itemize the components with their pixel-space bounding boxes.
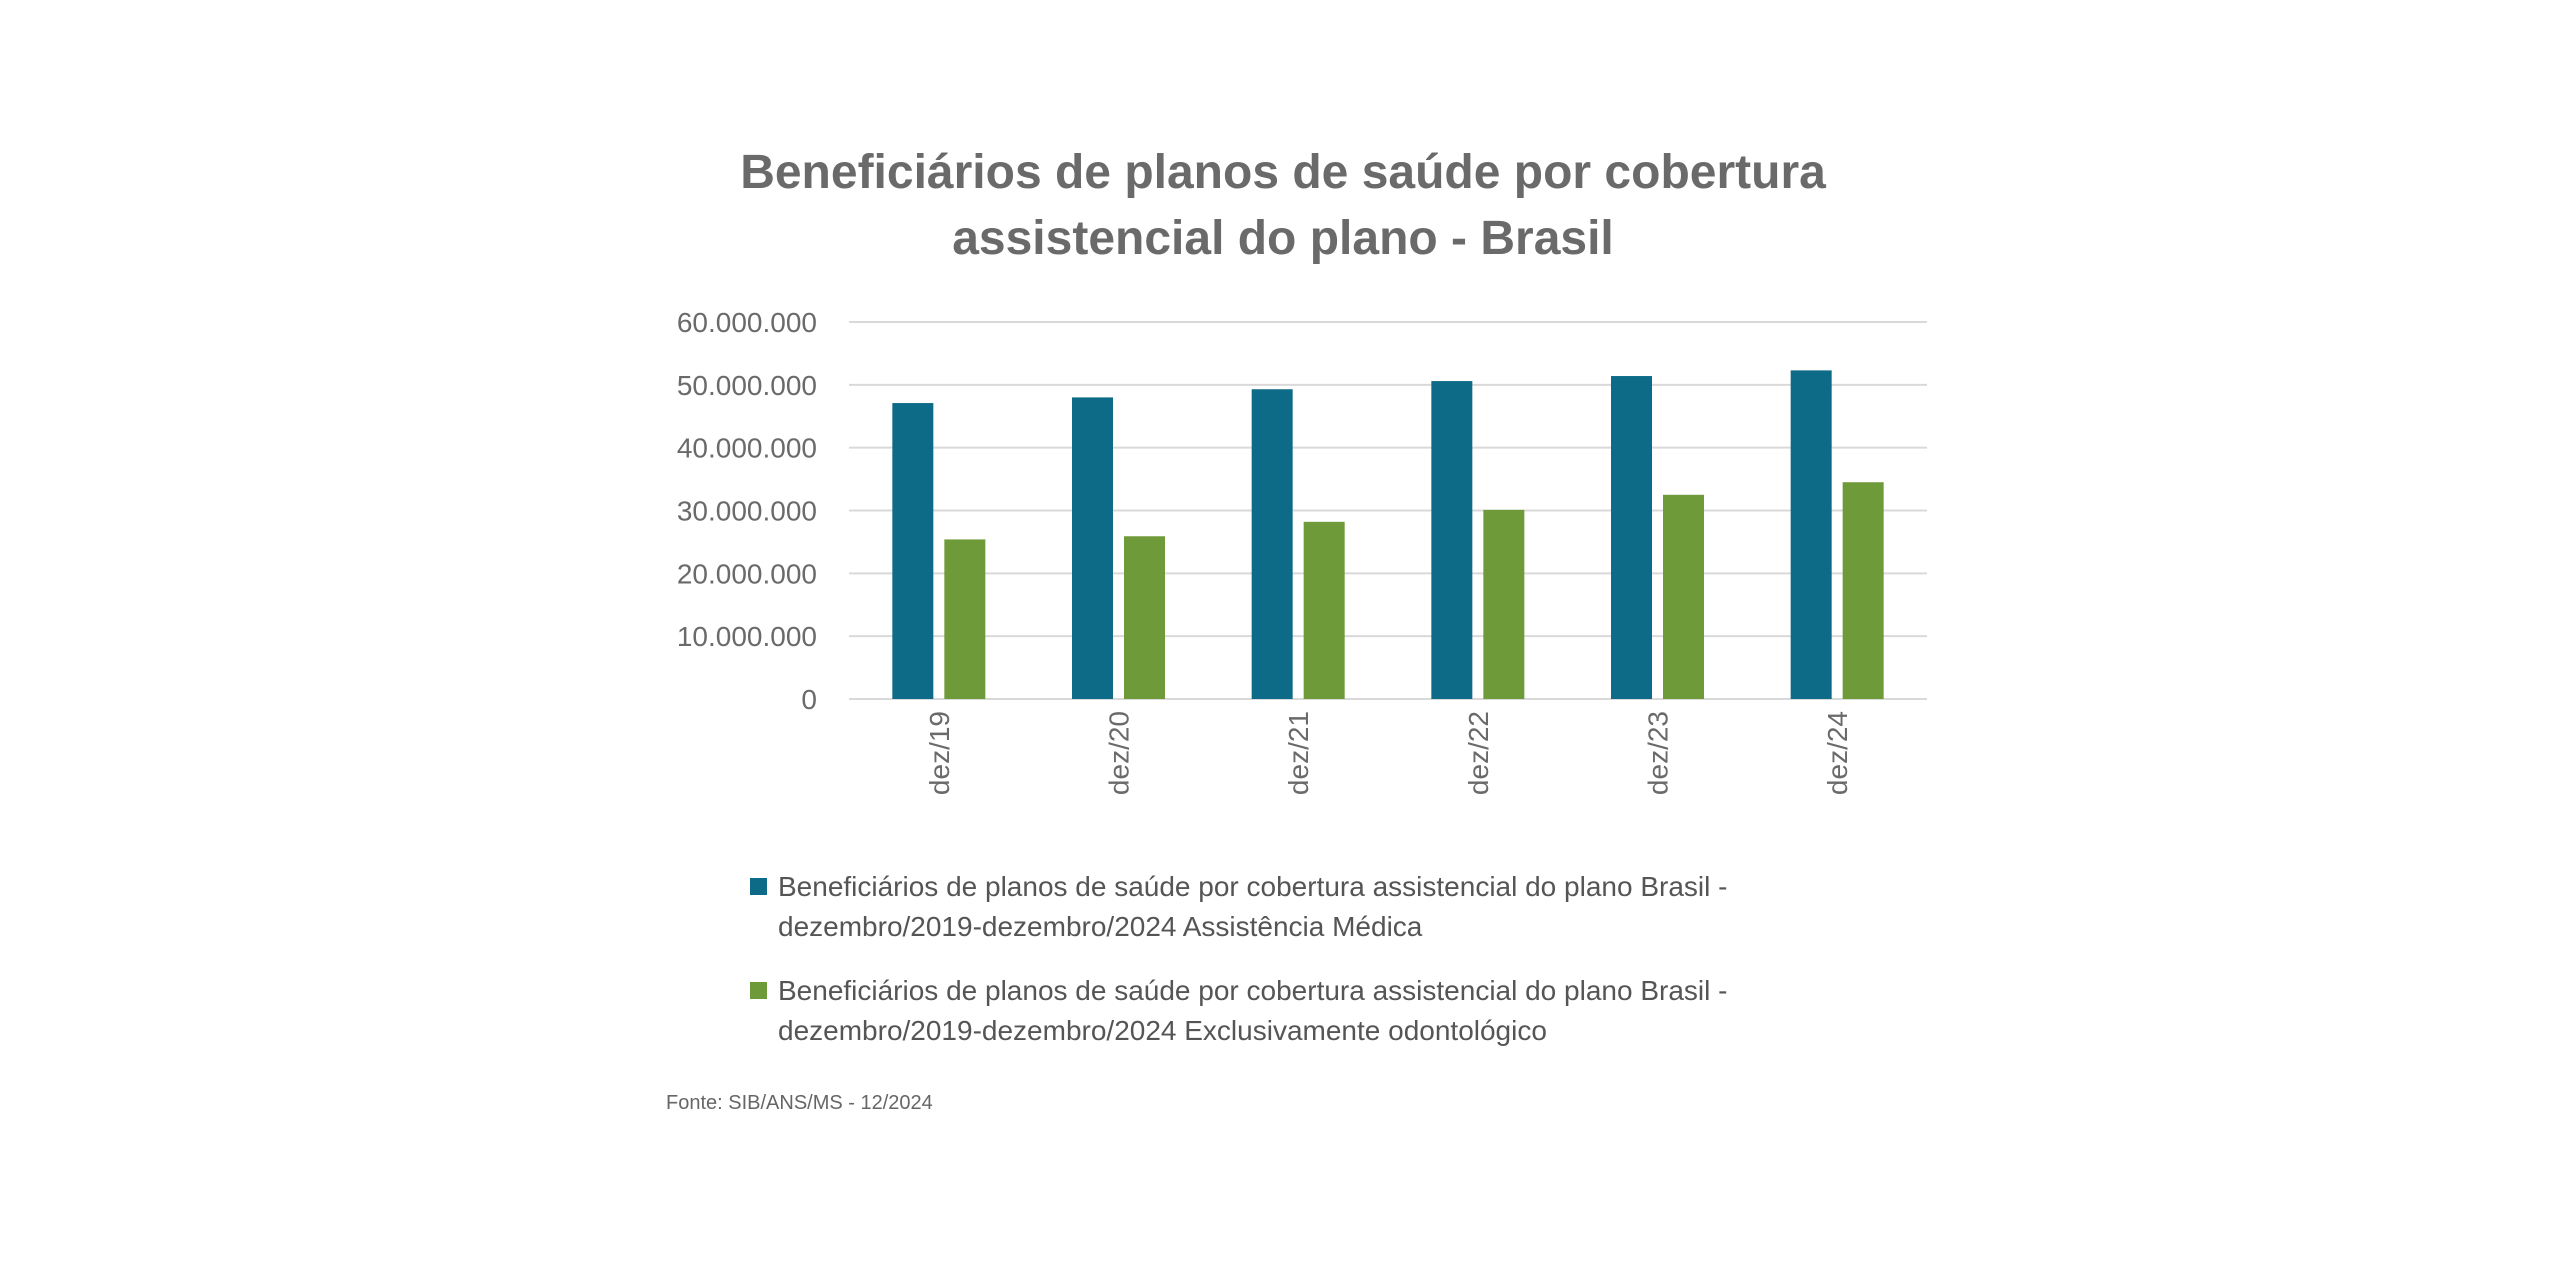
legend-label-line: Beneficiários de planos de saúde por cob… xyxy=(778,871,1728,902)
bar-odontologico xyxy=(1303,521,1345,699)
x-tick-label: dez/24 xyxy=(1822,711,1853,795)
bar-assistencia-medica xyxy=(1072,397,1113,699)
y-tick-label: 20.000.000 xyxy=(677,558,817,589)
bar-assistencia-medica xyxy=(1790,370,1832,699)
legend-label-line: Beneficiários de planos de saúde por cob… xyxy=(778,975,1728,1006)
x-tick-label: dez/21 xyxy=(1283,711,1314,795)
bar-odontologico xyxy=(1663,494,1704,699)
legend-label-line: dezembro/2019-dezembro/2024 Assistência … xyxy=(778,911,1423,942)
chart-title: Beneficiários de planos de saúde por cob… xyxy=(0,140,2560,272)
legend-swatch xyxy=(750,982,767,999)
bar-assistencia-medica xyxy=(1611,376,1652,699)
y-tick-label: 60.000.000 xyxy=(677,307,817,338)
x-tick-label: dez/19 xyxy=(924,711,955,795)
bar-chart: 0 10.000.000 20.000.000 30.000.000 40.000.00… xyxy=(677,307,1927,795)
bar-odontologico xyxy=(944,539,986,699)
bar-assistencia-medica xyxy=(892,403,934,699)
x-tick-label: dez/20 xyxy=(1104,711,1135,795)
bar-assistencia-medica xyxy=(1251,389,1293,699)
source-note: Fonte: SIB/ANS/MS - 12/2024 xyxy=(666,1092,933,1114)
bar-odontologico xyxy=(1842,482,1884,699)
y-tick-label: 0 xyxy=(801,684,817,715)
y-tick-label: 40.000.000 xyxy=(677,433,817,464)
chart-title-line-2: assistencial do plano - Brasil xyxy=(952,212,1614,265)
bar-odontologico xyxy=(1483,509,1525,699)
chart-title-line-1: Beneficiários de planos de saúde por cob… xyxy=(740,146,1826,199)
x-tick-label: dez/23 xyxy=(1643,711,1674,795)
legend-label-line: dezembro/2019-dezembro/2024 Exclusivamen… xyxy=(778,1015,1547,1046)
y-tick-label: 50.000.000 xyxy=(677,370,817,401)
x-tick-label: dez/22 xyxy=(1463,711,1494,795)
bar-assistencia-medica xyxy=(1431,381,1473,699)
y-tick-label: 30.000.000 xyxy=(677,496,817,527)
legend-swatch xyxy=(750,878,767,895)
y-tick-label: 10.000.000 xyxy=(677,621,817,652)
bar-odontologico xyxy=(1124,536,1165,699)
